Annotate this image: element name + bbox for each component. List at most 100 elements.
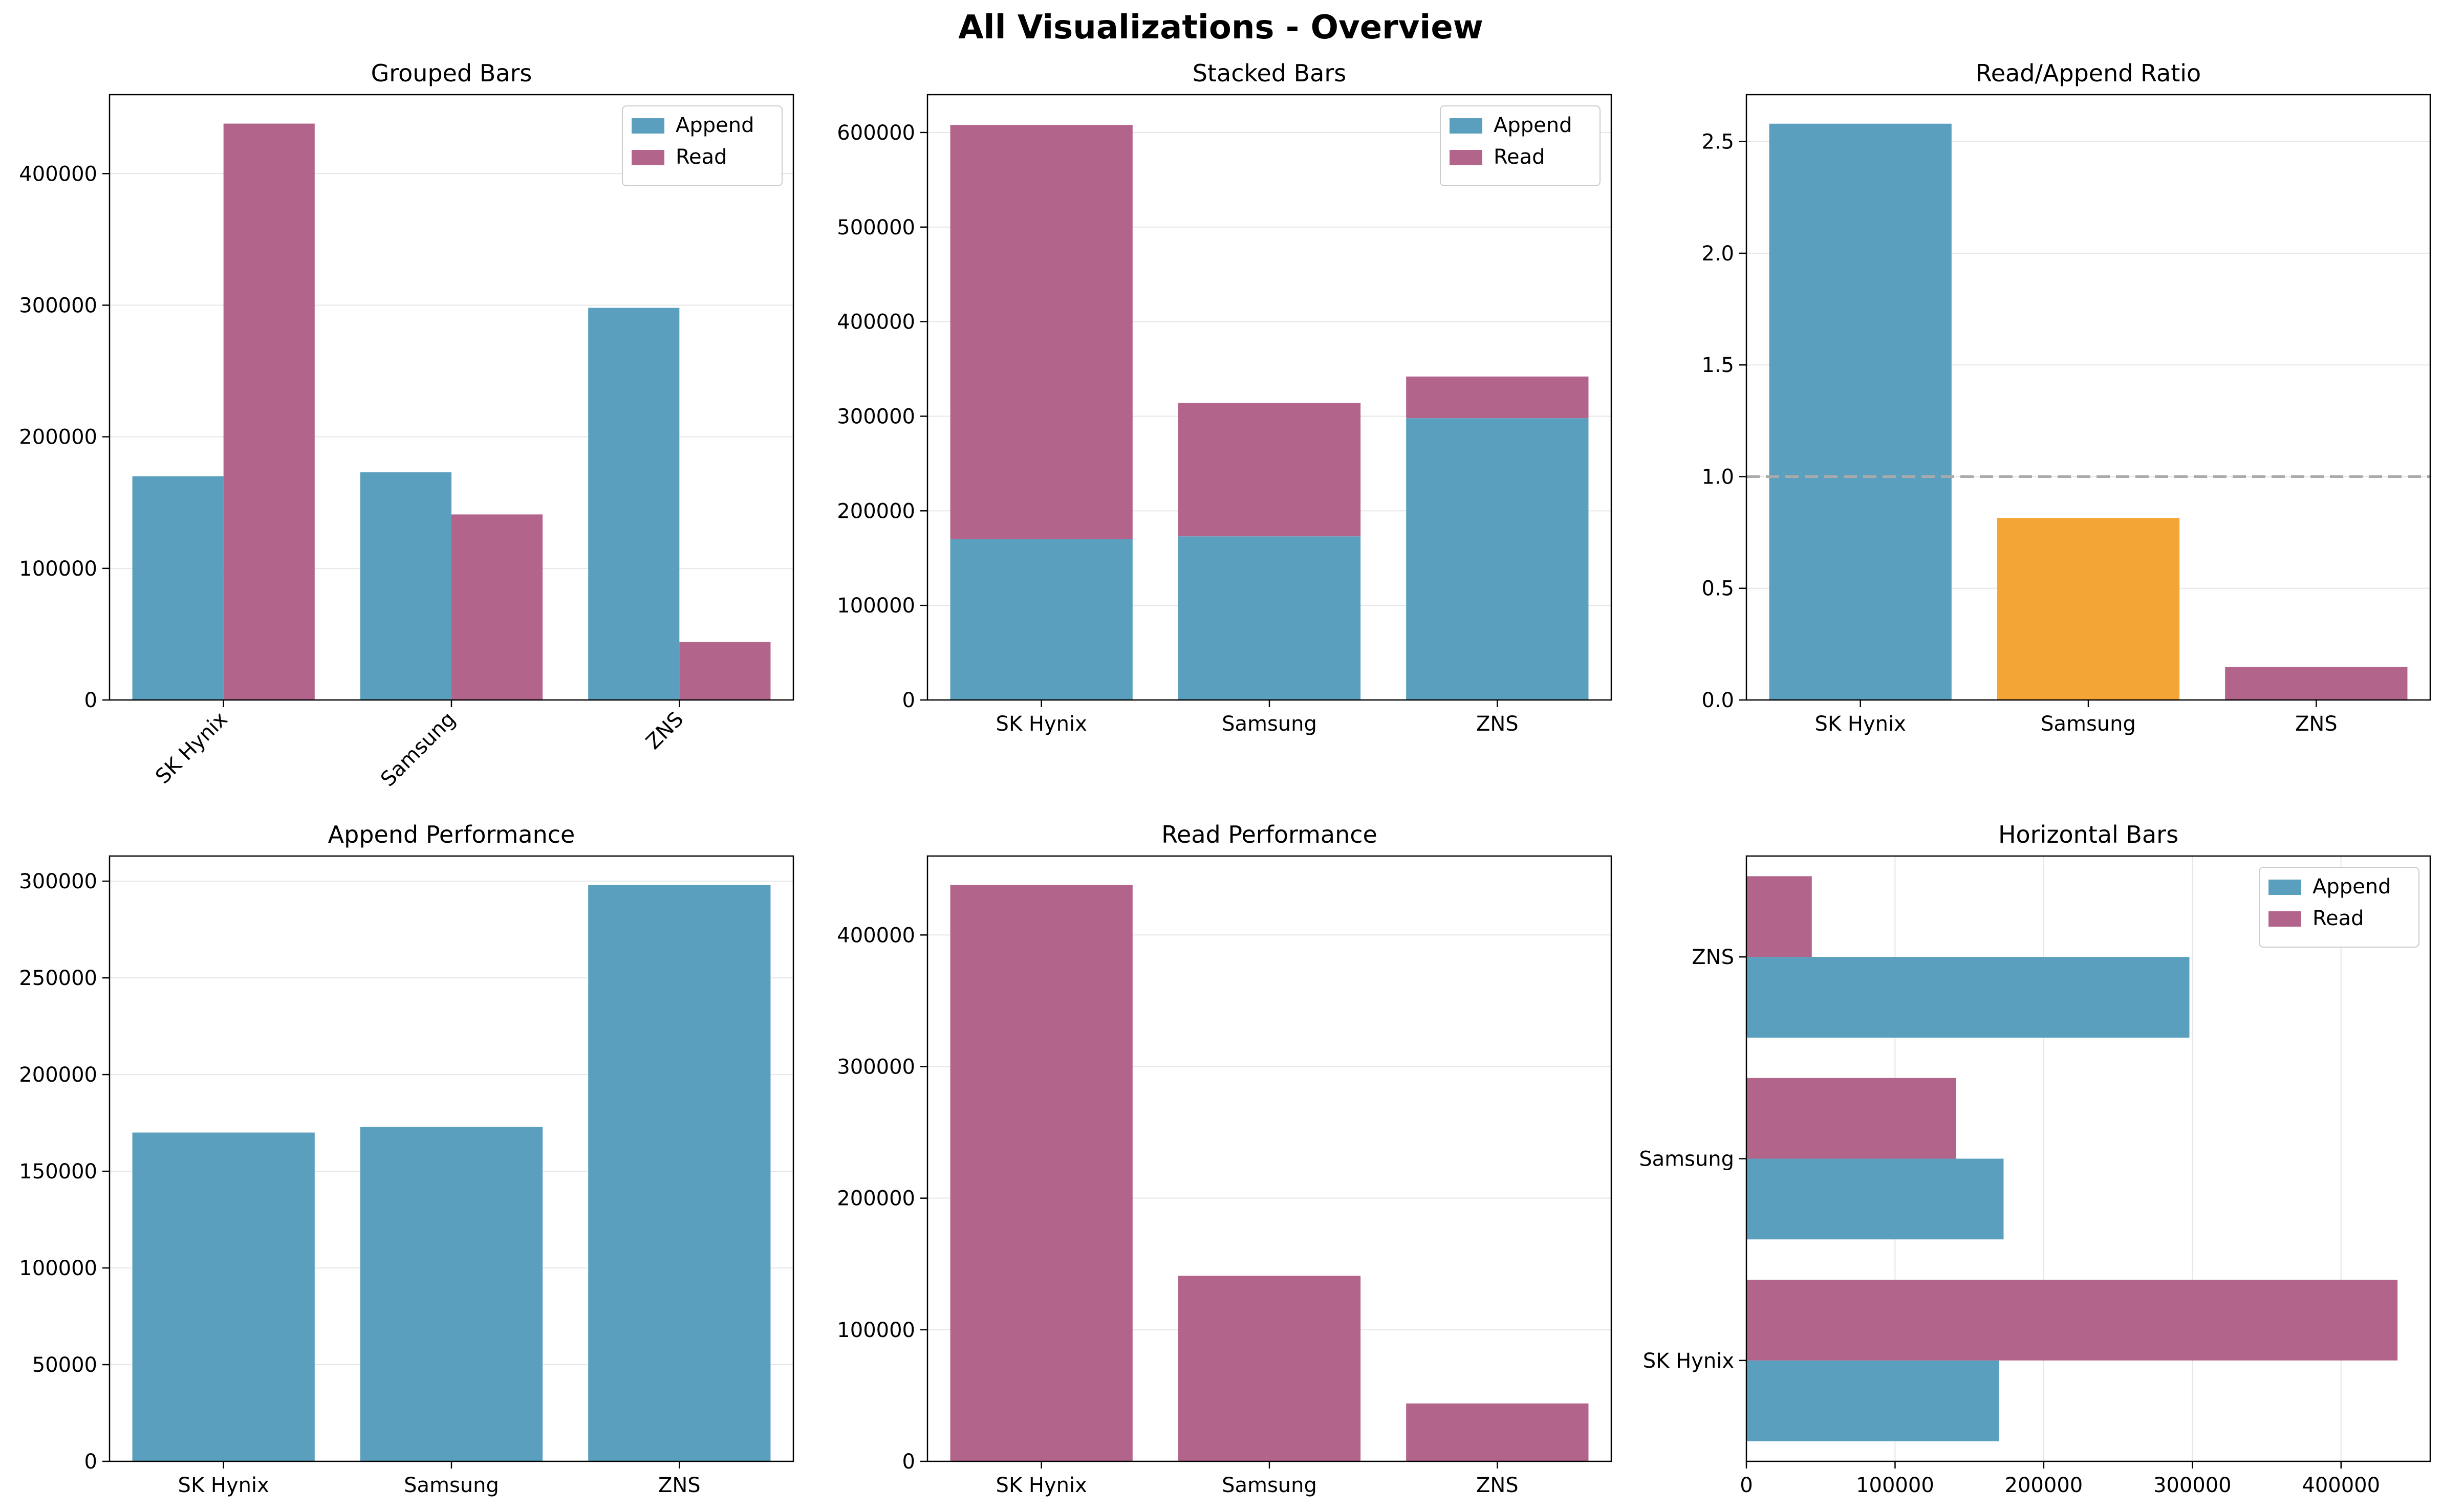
y-tick-label: 600000 xyxy=(837,121,915,145)
bar-read xyxy=(1746,1280,2398,1361)
bar-read xyxy=(1178,403,1361,537)
figure-title: All Visualizations - Overview xyxy=(958,9,1483,47)
x-tick-label: ZNS xyxy=(2295,712,2338,736)
bar xyxy=(1769,123,1952,700)
y-tick-label: 1.5 xyxy=(1701,354,1734,377)
bar-read xyxy=(1746,876,1812,957)
y-tick-label: 200000 xyxy=(19,1063,97,1087)
y-tick-label: 300000 xyxy=(837,405,915,428)
legend: Append Read xyxy=(2259,867,2419,948)
y-tick-label: 300000 xyxy=(19,294,97,317)
y-tick-label: 100000 xyxy=(19,1257,97,1280)
y-tick-label: 200000 xyxy=(19,426,97,449)
legend: Append Read xyxy=(1440,105,1601,186)
y-tick-label: 300000 xyxy=(19,870,97,893)
bar-append xyxy=(1178,536,1361,700)
y-tick-label: 400000 xyxy=(837,924,915,947)
y-tick-label: 0 xyxy=(84,689,97,712)
legend-label-append: Append xyxy=(676,114,754,137)
x-tick-label: SK Hynix xyxy=(996,1474,1087,1497)
y-tick-label: 100000 xyxy=(19,557,97,581)
x-tick-label: 0 xyxy=(1740,1474,1753,1497)
y-tick-label: 50000 xyxy=(32,1353,97,1377)
bar xyxy=(588,885,771,1461)
bar-read xyxy=(950,125,1133,539)
y-tick-label: 200000 xyxy=(837,499,915,523)
y-tick-label: 100000 xyxy=(837,594,915,618)
y-tick-label: SK Hynix xyxy=(1643,1349,1734,1373)
x-tick-label: SK Hynix xyxy=(996,712,1087,736)
bar-append xyxy=(1746,957,2190,1038)
y-tick-label: 2.5 xyxy=(1701,130,1734,154)
bar xyxy=(1178,1276,1361,1461)
panel-title: Append Performance xyxy=(328,821,575,848)
bar-append xyxy=(1746,1158,2004,1240)
y-tick-label: 2.0 xyxy=(1701,242,1734,266)
bar-read xyxy=(451,514,543,700)
panel-title: Read/Append Ratio xyxy=(1976,59,2201,87)
bar-read xyxy=(1406,376,1589,419)
legend-label-read: Read xyxy=(1494,145,1545,169)
panel-title: Read Performance xyxy=(1161,821,1377,848)
y-tick-label: Samsung xyxy=(1639,1148,1734,1171)
legend-swatch-read xyxy=(2268,911,2301,927)
y-tick-label: 0 xyxy=(902,689,915,712)
y-tick-label: 100000 xyxy=(837,1319,915,1342)
bar-append xyxy=(360,472,451,700)
legend: Append Read xyxy=(622,105,783,186)
bar-append xyxy=(132,476,224,700)
bar-append xyxy=(1746,1360,1999,1441)
y-tick-label: 0.5 xyxy=(1701,577,1734,601)
legend-label-append: Append xyxy=(1494,114,1572,137)
y-tick-label: 200000 xyxy=(837,1187,915,1211)
legend-label-read: Read xyxy=(2313,907,2364,930)
y-tick-label: ZNS xyxy=(1692,946,1734,969)
x-tick-label: 300000 xyxy=(2153,1474,2232,1497)
bar xyxy=(360,1127,543,1461)
x-tick-label: ZNS xyxy=(1476,712,1519,736)
bar xyxy=(2225,667,2408,700)
bar xyxy=(1406,1403,1589,1461)
bar-read xyxy=(1746,1078,1956,1159)
panel-title: Stacked Bars xyxy=(1193,59,1346,87)
x-tick-label: 400000 xyxy=(2302,1474,2380,1497)
legend-swatch-append xyxy=(632,118,664,134)
panel-title: Grouped Bars xyxy=(371,59,532,87)
y-tick-label: 0 xyxy=(902,1450,915,1474)
legend-swatch-read xyxy=(632,150,664,165)
bar-read xyxy=(223,123,315,700)
panel-horizontal: SK Hynix Samsung ZNS 0 100000 200000 300000 400… xyxy=(1639,821,2431,1497)
legend-swatch-append xyxy=(1450,118,1482,134)
x-tick-label: Samsung xyxy=(404,1474,499,1497)
y-tick-label: 250000 xyxy=(19,967,97,990)
panel-stacked: 0 100000 200000 300000 400000 500000 600000 SK … xyxy=(837,59,1612,736)
x-tick-label: ZNS xyxy=(658,1474,701,1497)
legend-label-read: Read xyxy=(676,145,727,169)
bar xyxy=(132,1132,315,1461)
bar-append xyxy=(588,308,680,700)
x-tick-label: 100000 xyxy=(1856,1474,1934,1497)
y-tick-label: 400000 xyxy=(837,311,915,334)
x-tick-label: SK Hynix xyxy=(178,1474,269,1497)
x-tick-label: Samsung xyxy=(1222,712,1317,736)
panel-title: Horizontal Bars xyxy=(1998,821,2178,848)
panel-read: 0 100000 200000 300000 400000 SK Hynix Samsung… xyxy=(837,821,1612,1497)
panel-append: 0 50000 100000 150000 200000 250000 300000 SK H… xyxy=(19,821,794,1497)
y-tick-label: 150000 xyxy=(19,1160,97,1184)
bar xyxy=(950,885,1133,1461)
legend-label-append: Append xyxy=(2313,875,2391,899)
x-tick-label: SK Hynix xyxy=(1815,712,1906,736)
y-tick-label: 0.0 xyxy=(1701,689,1734,712)
legend-swatch-read xyxy=(1450,150,1482,165)
x-tick-label: 200000 xyxy=(2005,1474,2083,1497)
x-tick-label: Samsung xyxy=(2041,712,2136,736)
x-tick-label: Samsung xyxy=(1222,1474,1317,1497)
bar-append xyxy=(1406,418,1589,700)
bar xyxy=(1997,518,2180,700)
panel-ratio: 0.0 0.5 1.0 1.5 2.0 2.5 SK Hynix Samsung ZNS Read… xyxy=(1701,59,2431,736)
bar-append xyxy=(950,539,1133,700)
y-tick-label: 300000 xyxy=(837,1055,915,1079)
y-tick-label: 500000 xyxy=(837,216,915,239)
